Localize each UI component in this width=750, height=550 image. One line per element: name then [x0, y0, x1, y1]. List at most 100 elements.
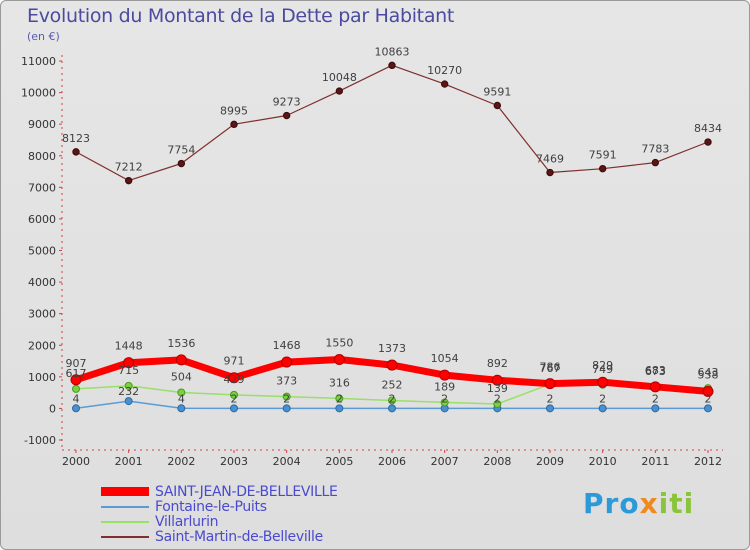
data-point-saint_jean: [491, 374, 503, 386]
x-tick-label: 2001: [115, 455, 143, 468]
data-label-villarlurin: 429: [224, 373, 245, 386]
data-label-saint_jean: 786: [540, 361, 561, 374]
data-label-saint_martin: 7591: [589, 149, 617, 162]
data-label-fontaine: 4: [73, 392, 80, 405]
y-tick-label: 6000: [28, 213, 56, 226]
x-tick-label: 2000: [62, 455, 90, 468]
data-point-saint_jean: [702, 385, 714, 397]
data-point-fontaine: [388, 404, 396, 413]
data-label-fontaine: 2: [389, 392, 396, 405]
y-tick-label: 7000: [28, 181, 56, 194]
data-point-fontaine: [230, 404, 238, 413]
data-label-saint_jean: 1373: [378, 342, 406, 355]
data-point-saint_martin: [282, 111, 291, 120]
data-point-saint_martin: [177, 159, 186, 168]
data-label-saint_martin: 8123: [62, 132, 90, 145]
data-point-villarlurin: [388, 396, 396, 405]
data-label-saint_martin: 10270: [427, 64, 462, 77]
legend-swatch-saint-martin: [101, 536, 149, 538]
data-label-saint_martin: 10048: [322, 71, 357, 84]
data-label-saint_jean: 1536: [167, 337, 195, 350]
x-tick-label: 2002: [167, 455, 195, 468]
data-label-saint_jean: 907: [66, 357, 87, 370]
data-label-saint_jean: 829: [592, 359, 613, 372]
x-tick-label: 2004: [273, 455, 301, 468]
data-label-saint_martin: 9273: [273, 96, 301, 109]
data-label-villarlurin: 673: [645, 365, 666, 378]
y-tick-label: 9000: [28, 118, 56, 131]
data-label-fontaine: 2: [494, 392, 501, 405]
y-tick-label: 11000: [21, 55, 56, 68]
x-tick-label: 2012: [694, 455, 722, 468]
x-tick-label: 2008: [483, 455, 511, 468]
data-point-saint_martin: [440, 80, 449, 88]
legend-label-villarlurin: Villarlurin: [155, 514, 219, 530]
data-label-fontaine: 2: [336, 392, 343, 405]
data-label-saint_jean: 892: [487, 357, 508, 370]
data-point-villarlurin: [493, 400, 502, 409]
data-label-saint_martin: 7754: [167, 144, 195, 157]
y-tick-label: 1000: [28, 371, 56, 384]
data-point-saint_jean: [175, 354, 187, 366]
y-tick-label: 4000: [28, 276, 56, 289]
data-label-villarlurin: 504: [171, 370, 192, 383]
legend-swatch-saint-jean: [101, 487, 149, 496]
data-label-saint_jean: 971: [224, 355, 245, 368]
data-point-fontaine: [704, 404, 712, 413]
legend-label-fontaine: Fontaine-le-Puits: [155, 499, 267, 515]
data-point-fontaine: [651, 404, 660, 413]
data-point-villarlurin: [440, 398, 449, 407]
data-point-saint_jean: [544, 378, 556, 390]
data-point-saint_martin: [124, 176, 133, 185]
data-point-villarlurin: [335, 394, 344, 403]
data-label-fontaine: 2: [599, 392, 606, 405]
data-point-saint_jean: [123, 357, 135, 369]
data-label-fontaine: 2: [231, 392, 238, 405]
data-label-fontaine: 2: [652, 392, 659, 405]
data-point-saint_martin: [388, 61, 396, 70]
data-label-saint_jean: 1468: [273, 339, 301, 352]
proxiti-logo: Proxiti: [583, 487, 695, 520]
data-label-villarlurin: 643: [698, 366, 719, 379]
x-tick-label: 2006: [378, 455, 406, 468]
legend-label-saint-martin: Saint-Martin-de-Belleville: [155, 529, 323, 545]
data-point-saint_jean: [439, 369, 451, 381]
data-label-villarlurin: 316: [329, 376, 350, 389]
data-point-villarlurin: [124, 381, 133, 390]
data-point-saint_martin: [230, 120, 238, 129]
data-label-fontaine: 2: [283, 392, 290, 405]
chart-data-labels: 8123 7212 7754 8995 9273 10048 10863 10270 9591 7…: [62, 45, 722, 405]
chart-unit-label: (en €): [27, 30, 60, 43]
chart-title: Evolution du Montant de la Dette par Hab…: [27, 5, 455, 27]
data-label-saint_martin: 9591: [483, 86, 511, 99]
data-label-saint_jean: 1054: [431, 352, 459, 365]
x-tick-label: 2007: [431, 455, 459, 468]
data-label-villarlurin: 767: [540, 362, 561, 375]
data-label-fontaine: 232: [118, 385, 139, 398]
y-tick-label: 2000: [28, 339, 56, 352]
data-label-fontaine: 2: [547, 392, 554, 405]
y-tick-label: 5000: [28, 245, 56, 258]
data-point-saint_martin: [546, 168, 554, 177]
data-label-villarlurin: 749: [592, 363, 613, 376]
data-label-saint_martin: 8434: [694, 122, 722, 135]
data-point-saint_jean: [386, 359, 398, 371]
data-point-villarlurin: [177, 388, 186, 397]
data-label-villarlurin: 139: [487, 382, 508, 395]
x-tick-label: 2005: [325, 455, 353, 468]
x-tick-label: 2010: [589, 455, 617, 468]
legend-swatch-fontaine: [101, 506, 149, 508]
x-tick-label: 2011: [641, 455, 669, 468]
data-label-villarlurin: 189: [434, 380, 455, 393]
x-tick-label: 2003: [220, 455, 248, 468]
data-label-saint_martin: 10863: [375, 45, 410, 58]
data-label-villarlurin: 373: [276, 375, 297, 388]
data-point-fontaine: [177, 404, 186, 413]
data-point-saint_martin: [335, 87, 344, 95]
data-point-saint_jean: [333, 353, 345, 365]
data-label-villarlurin: 715: [118, 364, 139, 377]
data-label-saint_jean: 1550: [325, 336, 353, 349]
data-point-saint_jean: [281, 356, 293, 368]
